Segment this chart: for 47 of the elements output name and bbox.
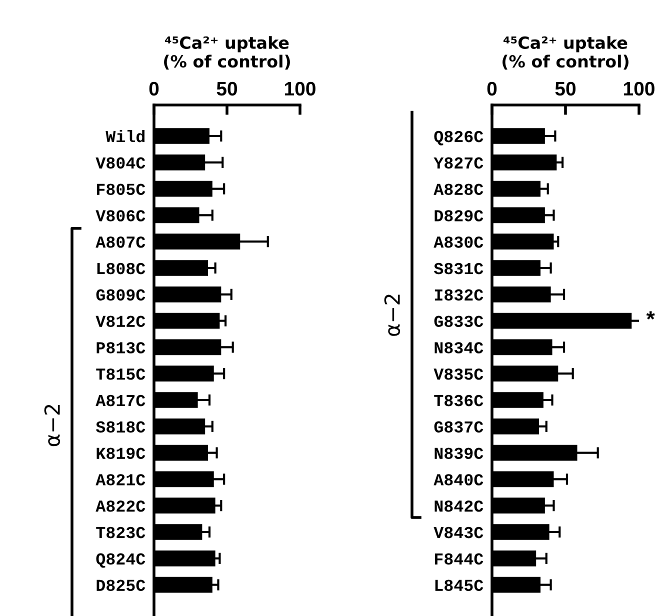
x-tick-label: 50	[216, 82, 238, 96]
y-tick-label: T815C	[96, 368, 146, 380]
y-tick-label: L845C	[435, 580, 484, 592]
y-tick-label: V812C	[96, 316, 146, 328]
y-tick-label: A807C	[96, 236, 146, 248]
y-tick-label: Wild	[106, 130, 145, 142]
y-tick-label: N839C	[434, 448, 484, 460]
y-tick-label: A828C	[434, 184, 484, 196]
y-tick-label: Y827C	[434, 157, 484, 169]
y-tick-label: A817C	[96, 394, 146, 406]
x-tick-label: 0	[487, 82, 497, 96]
annotation: *	[646, 311, 655, 320]
y-tick-label: S818C	[96, 421, 146, 433]
y-tick-label: A822C	[96, 500, 146, 512]
y-tick-label: A821C	[96, 474, 146, 486]
x-axis-title: ⁴⁵Ca²⁺ uptake (% of control)	[502, 36, 628, 70]
y-tick-label: V806C	[96, 210, 146, 222]
y-tick-label: L808C	[97, 262, 146, 274]
x-axis-title: ⁴⁵Ca²⁺ uptake (% of control)	[164, 36, 290, 70]
x-tick-label: 50	[555, 82, 576, 96]
text: α−2	[44, 404, 60, 446]
y-tick-label: P813C	[96, 342, 146, 354]
y-tick-label: T823C	[96, 526, 146, 538]
y-tick-label: V843C	[434, 526, 484, 538]
y-tick-label: A830C	[434, 236, 484, 248]
y-tick-label: G809C	[96, 289, 146, 301]
y-tick-label: K819C	[96, 448, 146, 460]
y-tick-label: D829C	[434, 210, 484, 222]
y-tick-label: S831C	[434, 262, 484, 274]
y-tick-label: T836C	[434, 394, 484, 406]
y-tick-label: V835C	[434, 368, 484, 380]
y-tick-label: N842C	[434, 500, 484, 512]
x-tick-label: 100	[624, 82, 654, 96]
y-tick-label: V804C	[96, 157, 146, 169]
y-tick-label: A840C	[434, 474, 484, 486]
y-tick-label: F844C	[435, 553, 484, 565]
text: α−2	[384, 294, 400, 336]
y-tick-label: Q826C	[434, 130, 484, 146]
y-tick-label: F805C	[97, 184, 146, 196]
y-tick-label: D825C	[96, 580, 146, 592]
y-tick-label: I832C	[434, 289, 484, 301]
y-tick-label: G837C	[434, 421, 484, 433]
y-tick-label: N834C	[434, 342, 484, 354]
x-tick-label: 0	[149, 82, 159, 96]
y-tick-label: Q824C	[96, 553, 146, 568]
y-tick-label: G833C	[434, 316, 484, 328]
x-tick-label: 100	[285, 82, 316, 96]
